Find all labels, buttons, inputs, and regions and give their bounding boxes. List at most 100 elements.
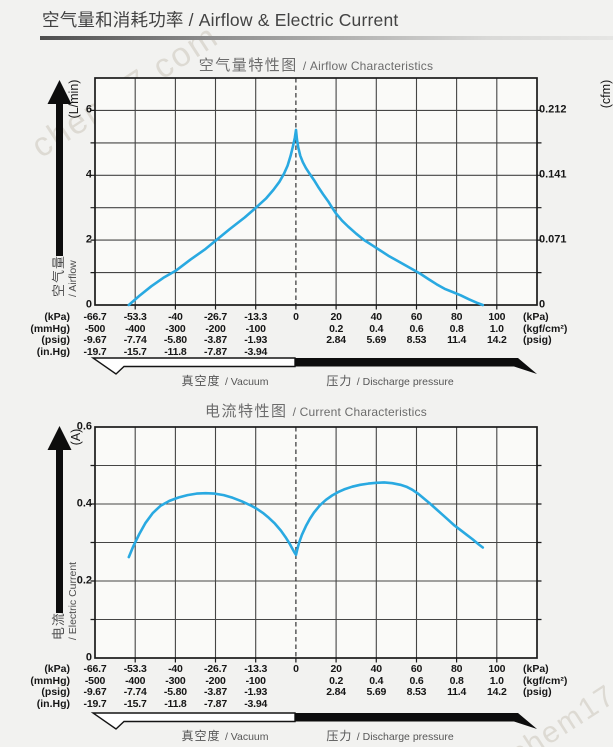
x-tick-label: -1.93 (244, 686, 268, 698)
x-tick-label: -7.74 (123, 334, 147, 346)
x-tick-label: -3.94 (244, 697, 268, 710)
y-tick-label: 6 (85, 103, 92, 116)
x-tick-label: -15.7 (123, 697, 147, 710)
x-tick-label: 0.8 (449, 674, 464, 687)
x-tick-label: -5.80 (163, 686, 187, 698)
x-tick-label: 1.0 (489, 322, 504, 335)
y2-tick-label: 0.071 (539, 233, 567, 246)
x-axis-unit-right: (psig) (523, 686, 552, 698)
y2-axis-unit: (cfm) (599, 79, 613, 109)
x-tick-label: 8.53 (406, 686, 427, 698)
x-tick-label: 2.84 (326, 334, 346, 346)
vacuum-label: 真空度 / Vacuum (181, 374, 269, 388)
x-tick-label: 0.4 (369, 322, 384, 335)
x-tick-label: 0.2 (329, 674, 344, 687)
x-axis-unit-left: (mmHg) (30, 674, 70, 687)
x-tick-label: -1.93 (244, 334, 268, 346)
x-tick-label: 40 (370, 663, 382, 675)
x-tick-label: -200 (205, 674, 226, 687)
x-tick-label: -26.7 (204, 311, 227, 323)
y-tick-label: 0 (85, 298, 92, 311)
x-tick-label: -26.7 (204, 663, 227, 675)
x-tick-label: 0.8 (449, 322, 464, 335)
x-tick-label: 0 (293, 311, 299, 323)
x-axis-unit-left: (kPa) (44, 311, 70, 323)
x-tick-label: 0 (293, 663, 299, 675)
x-tick-label: 1.0 (489, 674, 504, 687)
x-tick-label: 11.4 (447, 686, 467, 698)
x-tick-label: 0.6 (409, 322, 424, 335)
y2-tick-label: 0.212 (539, 103, 567, 116)
pressure-range-arrow-icon (90, 357, 537, 375)
x-tick-label: -500 (84, 322, 106, 335)
x-tick-label: -19.7 (83, 697, 107, 710)
y-tick-label: 0.4 (76, 497, 92, 510)
x-tick-label: -5.80 (163, 334, 187, 346)
x-axis-unit-left: (mmHg) (30, 322, 70, 335)
x-tick-label: 0.2 (329, 322, 344, 335)
x-tick-label: 8.53 (406, 334, 427, 346)
x-axis-unit-left: (in.Hg) (36, 697, 70, 710)
y-tick-label: 0.6 (76, 420, 92, 433)
x-tick-label: -11.8 (164, 345, 187, 358)
y-axis-arrow-icon (47, 426, 72, 613)
y2-tick-label: 0.141 (539, 168, 567, 181)
plot-area-svg (90, 426, 542, 663)
x-tick-label: 20 (330, 311, 342, 323)
x-tick-label: -9.67 (83, 334, 107, 346)
x-tick-label: 5.69 (366, 334, 387, 346)
x-tick-label: -200 (205, 322, 226, 335)
page-title: 空气量和消耗功率 / Airflow & Electric Current (42, 10, 399, 30)
x-tick-label: -3.87 (204, 334, 227, 346)
x-tick-label: 60 (410, 311, 423, 323)
chart-title-en: / Current Characteristics (292, 405, 427, 419)
title-rule (40, 36, 613, 40)
x-axis-unit-right: (psig) (523, 334, 552, 346)
x-tick-label: -7.87 (204, 697, 227, 710)
x-tick-label: -9.67 (83, 686, 107, 698)
airflow-chart-title: 空气量特性图 / Airflow Characteristics (95, 54, 537, 75)
x-tick-label: -53.3 (123, 663, 147, 675)
x-tick-label: 0.4 (369, 674, 384, 687)
x-tick-label: 14.2 (486, 334, 507, 346)
x-axis-unit-right: (kPa) (523, 663, 549, 675)
chart-title-en: / Airflow Characteristics (302, 59, 434, 73)
y-axis-unit: (L/min) (67, 79, 81, 119)
x-tick-label: -100 (245, 674, 266, 687)
x-tick-label: -19.7 (83, 345, 107, 358)
y-tick-label: 2 (85, 233, 92, 246)
x-tick-label: 0.6 (409, 674, 424, 687)
x-tick-label: -3.87 (204, 686, 227, 698)
x-tick-label: -400 (125, 322, 146, 335)
discharge-pressure-label: 压力 / Discharge pressure (326, 374, 454, 388)
x-tick-label: -3.94 (244, 345, 268, 358)
x-tick-label: -13.3 (244, 663, 268, 675)
x-tick-label: -400 (125, 674, 146, 687)
chart-title-zh: 空气量特性图 (198, 57, 298, 74)
x-tick-label: 100 (488, 311, 506, 323)
airflow-curve (127, 128, 485, 307)
x-axis-unit-right: (kPa) (523, 311, 549, 323)
y-axis-title: 空气量 / Airflow (51, 254, 79, 298)
x-tick-label: 14.2 (486, 686, 507, 698)
x-tick-label: -11.8 (164, 697, 187, 710)
chart-title-zh: 电流特性图 (205, 403, 288, 420)
x-tick-label: -66.7 (83, 311, 107, 323)
discharge-pressure-label: 压力 / Discharge pressure (326, 729, 454, 743)
y-tick-label: 4 (85, 168, 92, 181)
y-axis-arrow-icon (47, 80, 72, 256)
pressure-range-arrow-icon (90, 712, 537, 730)
x-tick-label: -15.7 (123, 345, 147, 358)
x-tick-label: -300 (165, 322, 186, 335)
x-tick-label: 80 (450, 311, 463, 323)
x-tick-label: -40 (168, 311, 183, 323)
x-tick-label: -13.3 (244, 311, 268, 323)
x-tick-label: 5.69 (366, 686, 387, 698)
x-tick-label: 80 (450, 663, 463, 675)
x-tick-label: -300 (165, 674, 186, 687)
x-tick-label: -500 (84, 674, 106, 687)
x-tick-label: 20 (330, 663, 342, 675)
electric_current-curve (127, 481, 485, 559)
x-tick-label: -7.74 (123, 686, 147, 698)
